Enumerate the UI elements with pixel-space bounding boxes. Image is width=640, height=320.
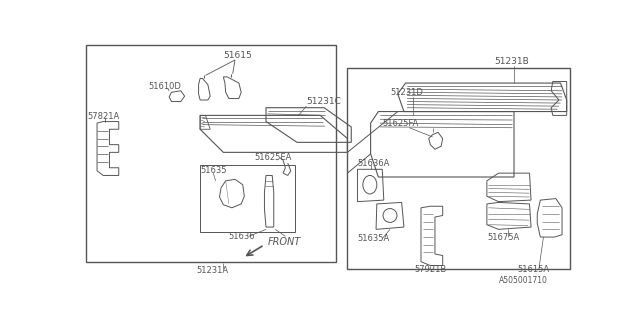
Text: 51610D: 51610D	[148, 82, 181, 91]
Text: 51231A: 51231A	[196, 267, 228, 276]
Text: 51231C: 51231C	[307, 97, 341, 106]
Text: 51615: 51615	[223, 51, 252, 60]
Text: 51636: 51636	[229, 232, 255, 241]
Text: 51625EA: 51625EA	[254, 153, 292, 162]
Text: 51625FA: 51625FA	[382, 119, 419, 128]
Text: 51675A: 51675A	[488, 233, 520, 242]
Text: FRONT: FRONT	[268, 237, 301, 247]
Text: 51615A: 51615A	[517, 265, 549, 274]
Text: 51635A: 51635A	[358, 234, 390, 243]
Text: 57821A: 57821A	[88, 112, 120, 121]
Text: 57921B: 57921B	[415, 265, 447, 274]
Text: 51231D: 51231D	[390, 88, 423, 97]
Text: 51635: 51635	[200, 166, 227, 175]
Text: 51636A: 51636A	[358, 159, 390, 168]
Text: A505001710: A505001710	[499, 276, 547, 285]
Text: 51231B: 51231B	[494, 57, 529, 66]
